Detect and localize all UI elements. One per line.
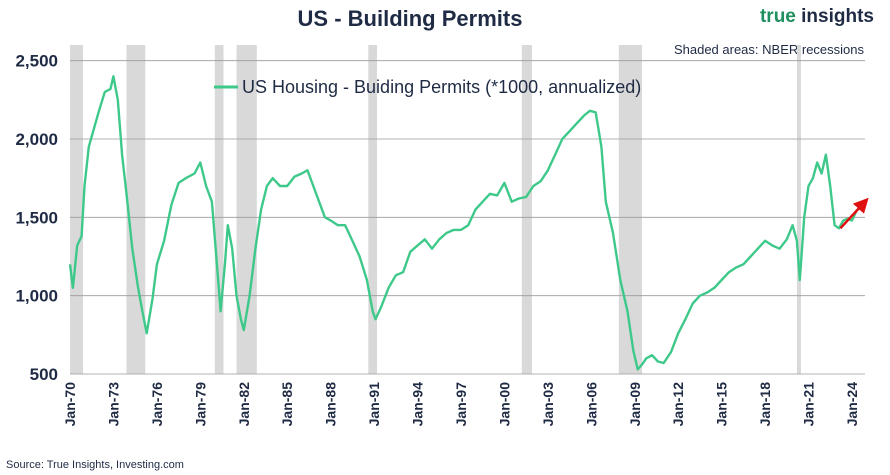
x-tick-label: Jan-06 — [583, 382, 599, 427]
y-tick-label: 1,000 — [15, 287, 58, 306]
x-tick-label: Jan-18 — [757, 382, 773, 427]
brand-logo-second: insights — [795, 6, 874, 27]
recession-band-3 — [236, 45, 257, 374]
x-tick-label: Jan-24 — [844, 382, 860, 427]
legend: US Housing - Buiding Permits (*1000, ann… — [214, 77, 641, 97]
x-tick-label: Jan-97 — [453, 382, 469, 427]
x-tick-label: Jan-70 — [62, 382, 78, 427]
x-tick-label: Jan-15 — [714, 382, 730, 427]
x-tick-label: Jan-85 — [279, 382, 295, 427]
x-tick-label: Jan-91 — [366, 382, 382, 427]
source-note: Source: True Insights, Investing.com — [6, 459, 184, 471]
y-tick-label: 1,500 — [15, 208, 58, 227]
chart-title: US - Building Permits — [297, 6, 523, 31]
recession-note: Shaded areas: NBER recessions — [673, 42, 864, 57]
recession-band-6 — [618, 45, 642, 374]
y-tick-label: 500 — [30, 365, 58, 384]
recession-band-2 — [214, 45, 224, 374]
y-tick-label: 2,000 — [15, 130, 58, 149]
recession-band-4 — [368, 45, 377, 374]
x-tick-label: Jan-12 — [670, 382, 686, 427]
x-tick-label: Jan-88 — [323, 382, 339, 427]
recession-band-7 — [796, 45, 801, 374]
x-tick-label: Jan-82 — [236, 382, 252, 427]
gridlines — [70, 60, 865, 375]
brand-logo: true insights — [760, 6, 874, 28]
series-line-0 — [68, 75, 858, 371]
x-tick-label: Jan-79 — [192, 382, 208, 427]
y-tick-label: 2,500 — [15, 52, 58, 71]
series-layer — [68, 75, 869, 371]
recession-band-5 — [521, 45, 532, 374]
x-axis-labels: Jan-70 Jan-73 Jan-76 Jan-79 Jan-82 Jan-85 Jan-… — [62, 382, 860, 427]
recession-band-0 — [70, 45, 84, 374]
recession-band-1 — [126, 45, 146, 374]
x-tick-label: Jan-94 — [410, 382, 426, 427]
trend-arrow — [839, 197, 869, 230]
recession-bands — [70, 45, 801, 374]
brand-logo-first: true — [759, 6, 796, 27]
x-tick-label: Jan-73 — [105, 382, 121, 427]
x-tick-label: Jan-00 — [496, 382, 512, 427]
x-tick-label: Jan-76 — [149, 382, 165, 427]
y-axis-labels: 500 1,000 1,500 2,000 2,500 — [15, 52, 58, 384]
x-tick-label: Jan-09 — [627, 382, 643, 427]
legend-label: US Housing - Buiding Permits (*1000, ann… — [242, 77, 641, 97]
x-tick-label: Jan-03 — [540, 382, 556, 427]
x-tick-label: Jan-21 — [801, 382, 817, 427]
